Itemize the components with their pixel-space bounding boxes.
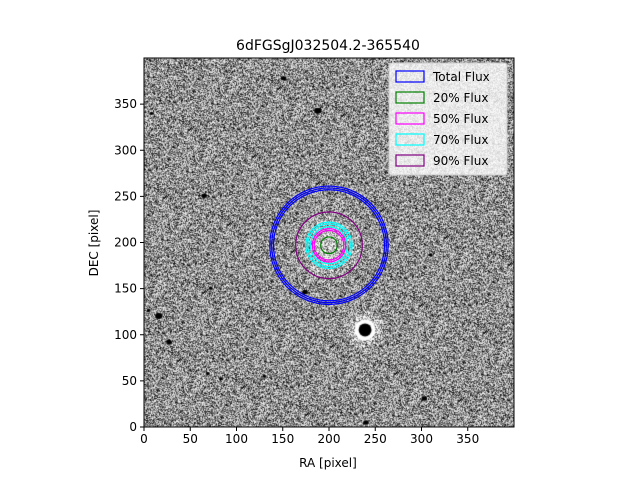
legend-box — [388, 62, 508, 176]
x-tick-label: 0 — [140, 432, 148, 446]
aperture-50-flux-ring-1 — [311, 228, 347, 263]
legend-label: 70% Flux — [433, 133, 488, 147]
y-tick-label: 350 — [114, 97, 137, 111]
aperture-layer — [269, 185, 389, 306]
y-axis-label: DEC [pixel] — [87, 210, 101, 277]
legend-swatch — [395, 112, 425, 125]
aperture-50-flux-ring-0 — [313, 229, 345, 261]
aperture-70-flux-ring-1 — [307, 223, 351, 268]
x-tick-label: 100 — [225, 432, 248, 446]
y-tick-label: 300 — [114, 143, 137, 157]
y-tick-label: 0 — [129, 420, 137, 434]
aperture-90-flux-ring-0 — [295, 211, 363, 280]
y-tick-label: 100 — [114, 328, 137, 342]
legend-label: 20% Flux — [433, 91, 488, 105]
legend-swatch — [395, 133, 425, 146]
x-tick-label: 50 — [183, 432, 198, 446]
x-tick-label: 300 — [410, 432, 433, 446]
legend-swatch — [395, 70, 425, 83]
legend-label: 50% Flux — [433, 112, 488, 126]
x-axis: 0 50 100 150 200 250 300 350 — [140, 427, 479, 446]
chart-title: 6dFGSgJ032504.2-365540 — [236, 38, 420, 54]
aperture-total-flux-ring-0 — [272, 189, 386, 302]
aperture-20-flux-ring-0 — [320, 236, 338, 255]
x-tick-label: 350 — [456, 432, 479, 446]
aperture-70-flux-ring-0 — [309, 226, 349, 265]
x-tick-label: 150 — [271, 432, 294, 446]
x-axis-label: RA [pixel] — [299, 456, 357, 470]
aperture-total-flux-ring-2 — [269, 185, 389, 306]
x-tick-label: 200 — [318, 432, 341, 446]
legend: Total Flux 20% Flux 50% Flux 70% Flux 90% Fl… — [388, 62, 508, 176]
y-tick-label: 50 — [122, 374, 137, 388]
aperture-total-flux-ring-1 — [271, 187, 387, 304]
legend-swatch — [395, 91, 425, 104]
y-tick-label: 200 — [114, 236, 137, 250]
x-tick-label: 250 — [364, 432, 387, 446]
legend-swatch — [395, 154, 425, 167]
aperture-70-flux-ring-2 — [305, 221, 353, 269]
legend-label: Total Flux — [432, 70, 490, 84]
y-axis: 0 50 100 150 200 250 300 350 — [114, 97, 144, 434]
y-tick-label: 250 — [114, 189, 137, 203]
legend-label: 90% Flux — [433, 154, 488, 168]
y-tick-label: 150 — [114, 282, 137, 296]
